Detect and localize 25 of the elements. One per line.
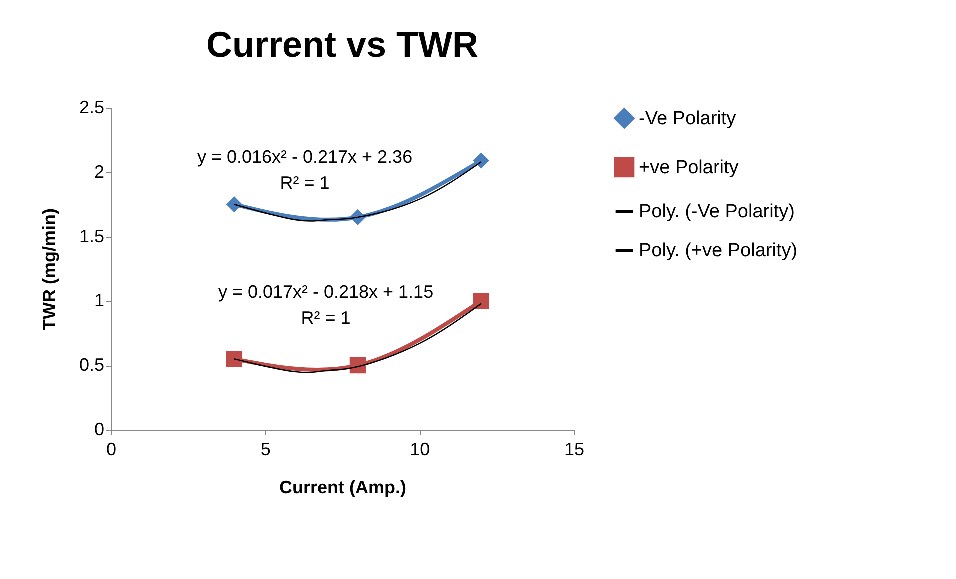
y-tick-label: 0.5 [79,355,104,376]
point [226,351,243,368]
point [473,293,490,310]
x-axis-title: Current (Amp.) [280,478,406,498]
x-tick-label: 5 [260,440,271,460]
y-tick-label: 0 [94,420,104,440]
legend-label: Poly. (-Ve Polarity) [639,202,795,222]
point [226,196,243,213]
legend-label: Poly. (+ve Polarity) [639,240,798,262]
x-tick-label: 10 [410,440,430,460]
y-tick-label: 2 [94,162,104,182]
y-tick-label: 1 [94,290,104,311]
y-tick-label: 2.5 [79,98,104,118]
point [350,358,366,374]
annotation: R² = 1 [301,308,351,328]
y-tick-label: 1.5 [79,226,104,246]
annotation: R² = 1 [280,173,330,193]
legend-label: +ve Polarity [639,158,740,178]
y-axis-title: TWR (mg/min) [39,208,60,330]
legend-label: -Ve Polarity [639,108,737,130]
annotation: y = 0.017x² - 0.218x + 1.15 [218,282,434,302]
annotation: y = 0.016x² - 0.217x + 2.36 [197,147,413,167]
x-tick-label: 15 [564,440,585,460]
chart-title: Current vs TWR [206,24,479,65]
point [473,152,490,169]
